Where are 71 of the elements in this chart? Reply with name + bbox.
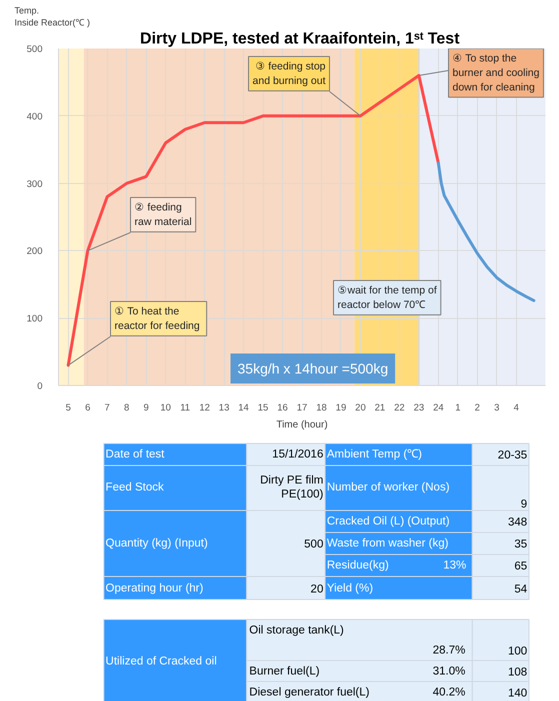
text: 40.2% [432,686,466,698]
x-axis-title: Time (hour) [276,420,328,430]
text: 13% [443,560,466,572]
text: 20 [310,584,324,596]
text: Cracked Oil (L) (Output) [326,516,450,528]
x-tick-label: 11 [180,402,190,414]
x-tick-label: 5 [66,402,71,414]
text: Utilized of Cracked oil [106,656,217,668]
x-tick-label: 1 [455,402,460,414]
y-tick-label: 500 [26,44,43,55]
line-series [436,162,536,302]
x-tick-label: 24 [433,402,444,414]
text: 140 [508,688,528,700]
text: 54 [514,584,528,596]
y-tick-label: 200 [26,246,43,258]
text: 65 [514,560,528,572]
x-tick-label: 8 [124,402,130,414]
text: 28.7% [432,644,466,656]
y-tick-label: 300 [26,178,43,190]
x-tick-label: 9 [144,402,149,414]
annotation: ① To heat the reactor for feeding [114,306,200,332]
annotation: ④ To stop the burner and cooling down for cleaning [452,52,540,94]
x-tick-label: 21 [374,402,386,414]
x-tick-label: 15 [258,402,268,414]
y-tick-label: 400 [26,111,43,122]
x-tick-label: 7 [104,402,110,414]
y-tick-label: 100 [26,314,43,325]
x-tick-label: 6 [85,402,90,414]
x-tick-label: 10 [160,402,171,414]
text: Burner fuel(L) [249,666,320,678]
text: 20-35 [498,450,528,462]
text: Quantity (kg) (Input) [106,538,208,550]
x-tick-label: 23 [414,402,424,414]
y-axis-title: Temp. Inside Reactor(℃ ) [14,6,90,28]
text: 9 [520,498,528,510]
text: Diesel generator fuel(L) [249,686,370,698]
x-tick-label: 12 [199,402,210,414]
x-tick-label: 2 [474,402,480,414]
text: Feed Stock [106,482,164,494]
annotation: ⑤wait for the temp of reactor below 70℃ [338,284,437,311]
x-tick-label: 3 [494,402,500,414]
text: Waste from washer (kg) [326,538,449,550]
text: Date of test [106,448,166,460]
annotation: ③ feeding stop and burning out [252,60,326,87]
x-tick-label: 13 [218,402,230,414]
text: Number of worker (Nos) [326,482,450,494]
y-tick-label: 0 [37,381,43,392]
x-tick-label: 16 [277,402,288,414]
x-tick-label: 20 [355,402,366,414]
text: Operating hour (hr) [106,582,204,594]
x-tick-label: 17 [296,402,308,414]
text: 35 [514,538,528,550]
text: Residue(kg) [326,560,389,572]
x-tick-label: 18 [316,402,327,414]
x-tick-label: 22 [394,402,405,414]
text: Yield (%) [326,582,374,594]
text: 100 [508,646,528,658]
x-tick-label: 19 [336,402,346,414]
text: Dirty PE film PE(100) [260,474,324,501]
text: 15/1/2016 [272,448,324,460]
text: Oil storage tank(L) [249,624,344,636]
text: Ambient Temp (℃) [326,448,422,460]
annotation: ② feeding raw material [134,202,192,228]
text: 31.0% [432,666,466,678]
x-tick-label: 14 [238,402,249,414]
text: 108 [508,666,528,678]
x-tick-label: 4 [514,402,519,414]
text: 348 [508,516,528,528]
chart-title: Dirty LDPE, tested at Kraaifontein, 1ˢᵗ Test [140,30,460,48]
text: 500 [304,538,324,550]
annotation: 35kg/h x 14hour =500kg [238,360,388,376]
